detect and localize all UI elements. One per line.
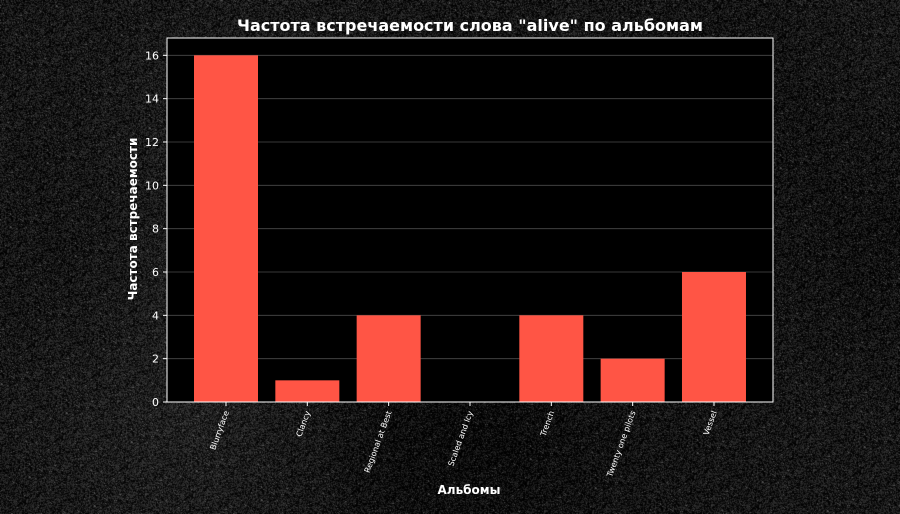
y-tick-label: 10 <box>145 179 159 192</box>
bar <box>681 272 746 402</box>
chart-title: Частота встречаемости слова "alive" по а… <box>237 16 703 35</box>
x-tick-label: Clancy <box>295 409 313 438</box>
y-tick-label: 14 <box>145 93 159 106</box>
bar <box>519 315 584 402</box>
bar <box>194 55 258 402</box>
bar <box>356 315 421 402</box>
x-ticks: Blurryface Clancy Regional at Best Scaled a… <box>208 402 719 479</box>
gridlines <box>167 54 773 403</box>
y-tick-label: 4 <box>152 309 159 322</box>
x-tick-label: Trench <box>538 410 556 439</box>
x-tick-label: Scaled and Icy <box>446 409 474 467</box>
y-tick-label: 6 <box>152 266 159 279</box>
x-axis-label: Альбомы <box>438 483 501 497</box>
x-tick-label: Blurryface <box>208 410 231 452</box>
x-tick-label: Vessel <box>702 410 719 437</box>
y-tick-label: 16 <box>145 49 159 62</box>
bars <box>194 55 746 402</box>
bar <box>600 358 665 402</box>
y-tick-label: 0 <box>152 396 159 409</box>
x-tick-label: Regional at Best <box>363 410 394 474</box>
x-tick-label: Twenty one pilots <box>605 410 638 479</box>
y-tick-label: 12 <box>145 136 159 149</box>
y-tick-label: 8 <box>152 223 159 236</box>
y-axis-label: Частота встречаемости <box>126 138 140 301</box>
bar <box>275 380 340 402</box>
y-tick-label: 2 <box>152 353 159 366</box>
y-ticks: 0 2 4 6 8 10 12 14 16 <box>145 49 167 409</box>
